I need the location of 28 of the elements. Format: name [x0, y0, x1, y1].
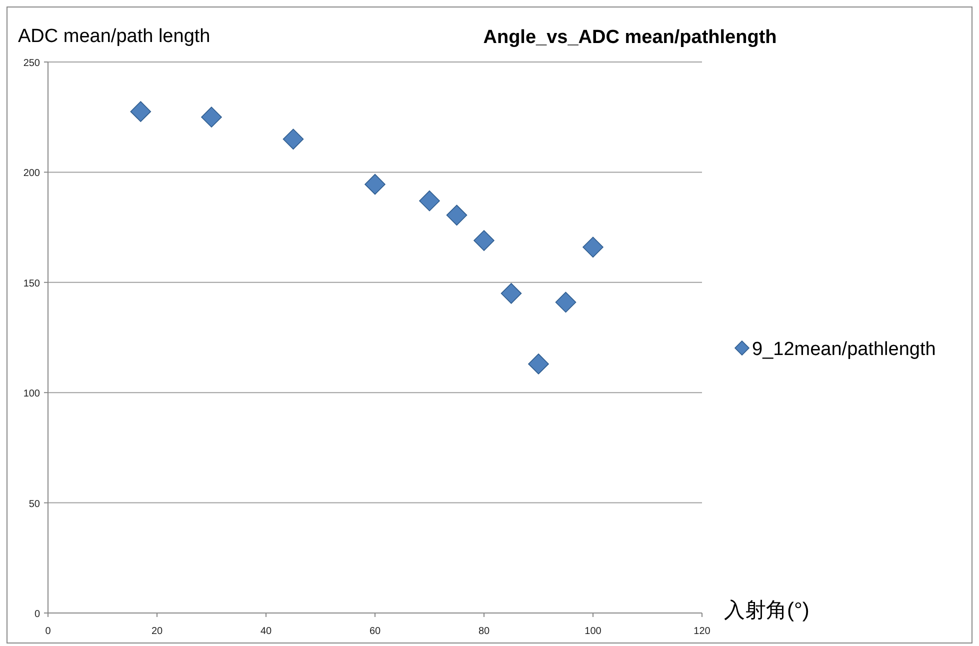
- point: [528, 354, 549, 374]
- x-tick-label: 40: [260, 626, 272, 637]
- point: [282, 128, 304, 150]
- y-tick-label: 150: [23, 278, 40, 290]
- point: [582, 236, 604, 258]
- point: [474, 230, 494, 251]
- x-tick-label: 120: [694, 626, 711, 637]
- y-tick-label: 0: [34, 609, 40, 620]
- x-tick-label: 20: [151, 626, 163, 637]
- point: [201, 106, 222, 128]
- y-axis-title: ADC mean/path length: [18, 26, 210, 47]
- legend-label: 9_12mean/pathlength: [752, 339, 936, 360]
- x-tick-label: 80: [478, 626, 490, 637]
- y-tick-label: 200: [23, 168, 40, 180]
- y-tick-label: 100: [23, 388, 40, 400]
- point: [419, 190, 440, 212]
- point: [130, 101, 152, 122]
- x-tick-label: 60: [369, 626, 381, 637]
- x-axis-title: 入射角(°): [724, 599, 810, 622]
- chart-title: Angle_vs_ADC mean/pathlength: [483, 27, 777, 48]
- y-tick-label: 250: [23, 58, 40, 69]
- point: [555, 292, 576, 313]
- point: [500, 283, 522, 304]
- point: [446, 204, 468, 226]
- y-tick-label: 50: [28, 498, 40, 510]
- x-tick-label: 0: [45, 626, 52, 637]
- x-tick-label: 100: [584, 626, 602, 637]
- point: [364, 174, 386, 195]
